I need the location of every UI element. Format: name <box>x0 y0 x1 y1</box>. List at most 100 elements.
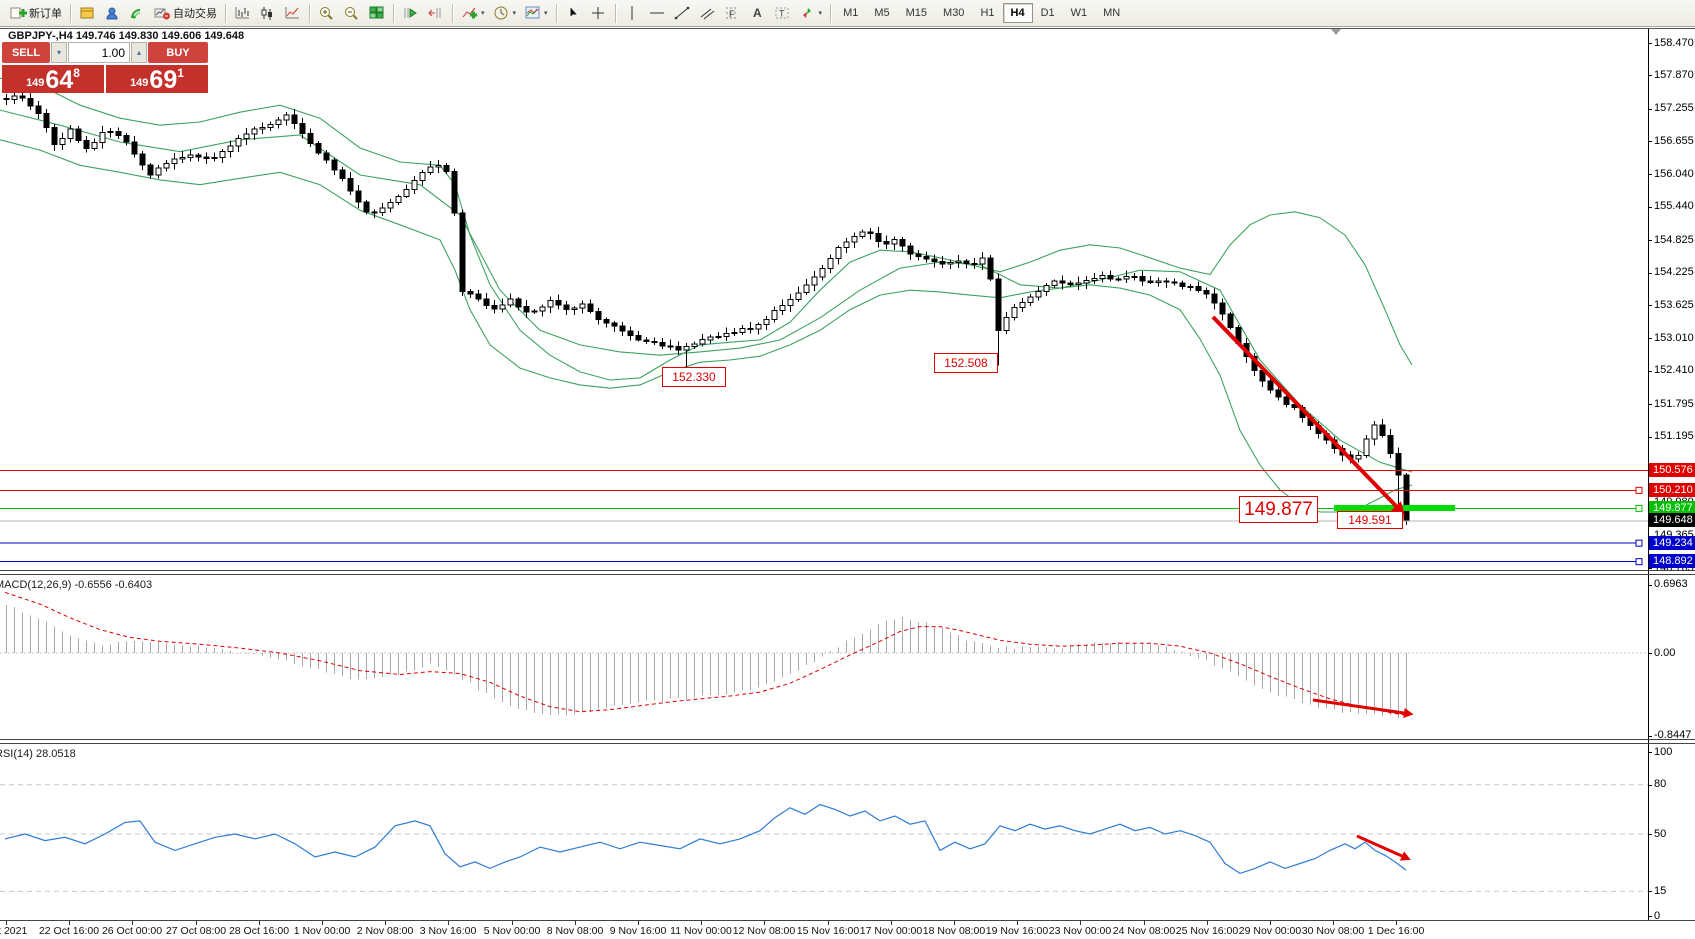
zoom-out-button[interactable] <box>339 1 364 25</box>
line-chart-icon <box>284 5 301 21</box>
bollinger-upper-band[interactable] <box>0 77 1413 381</box>
timeframe-h4-button[interactable]: H4 <box>1002 3 1033 23</box>
date-tick <box>891 921 892 925</box>
price-annotation-box[interactable]: 149.591 <box>1337 511 1403 529</box>
price-line-badge[interactable]: 149.648 <box>1649 513 1695 527</box>
candle-body <box>427 166 434 173</box>
price-line-badge[interactable]: 150.210 <box>1649 483 1695 497</box>
bollinger-lower-band[interactable] <box>0 139 1413 513</box>
candlestick-chart-button[interactable] <box>255 1 280 25</box>
timeframe-h1-button[interactable]: H1 <box>980 7 995 19</box>
crosshair-button[interactable] <box>586 1 611 25</box>
auto-trading-button[interactable]: 自动交易 <box>150 1 221 25</box>
equidistant-channel-button[interactable] <box>695 1 720 25</box>
buy-button[interactable]: BUY <box>148 42 208 63</box>
chart-shift-button[interactable] <box>423 1 448 25</box>
main-chart-canvas[interactable] <box>0 28 1649 570</box>
candle-body <box>1395 453 1402 476</box>
auto-trading-button-label: 自动交易 <box>173 8 217 20</box>
line-handle[interactable] <box>1635 486 1643 494</box>
candle-body <box>1147 280 1154 283</box>
timeframe-d1-button[interactable]: D1 <box>1040 7 1055 19</box>
candle-body <box>883 241 890 245</box>
tile-windows-button[interactable] <box>364 1 389 25</box>
signals-button[interactable] <box>125 1 150 25</box>
timeframe-mn-button[interactable]: MN <box>1103 7 1121 19</box>
cursor-button[interactable] <box>561 1 586 25</box>
candle-body <box>115 131 122 136</box>
line-chart-button[interactable] <box>280 1 305 25</box>
text-button[interactable]: A <box>745 1 770 25</box>
candle-body <box>731 331 738 334</box>
trendline-button[interactable] <box>670 1 695 25</box>
candle-body <box>1179 282 1186 287</box>
candle-body <box>483 298 490 306</box>
line-handle[interactable] <box>1635 539 1643 547</box>
candle-body <box>867 231 874 235</box>
indicators-button[interactable]: ▾ <box>457 1 489 25</box>
candle-body <box>851 236 858 243</box>
candle-body <box>963 260 970 264</box>
bar-chart-button[interactable] <box>230 1 255 25</box>
candle-body <box>771 310 778 321</box>
navigator-button[interactable] <box>100 1 125 25</box>
templates-icon <box>524 5 541 21</box>
timeframe-m30-button[interactable]: M30 <box>943 7 965 19</box>
price-line-badge[interactable]: 148.892 <box>1649 554 1695 568</box>
vertical-line-button[interactable] <box>620 1 645 25</box>
zoom-out-icon <box>343 5 360 21</box>
periods-icon <box>493 5 510 21</box>
candle-body <box>1059 280 1066 284</box>
candle-body <box>699 339 706 345</box>
line-handle[interactable] <box>1635 504 1643 512</box>
rsi-tick-label: 80 <box>1654 778 1667 790</box>
chart-shift-icon <box>427 5 444 21</box>
annotation-arrow[interactable] <box>1356 834 1403 858</box>
templates-button[interactable]: ▾ <box>520 1 552 25</box>
timeframe-m1-button[interactable]: M1 <box>843 7 859 19</box>
bollinger-middle-band[interactable] <box>0 109 1413 473</box>
annotation-arrowhead <box>1403 707 1414 719</box>
candle-body <box>723 333 730 337</box>
candle-body <box>11 95 18 100</box>
date-tick-label: 28 Oct 16:00 <box>228 925 290 937</box>
price-annotation-box[interactable]: 152.508 <box>934 353 998 373</box>
price-annotation-box[interactable]: 152.330 <box>662 367 726 387</box>
price-annotation-box[interactable]: 149.877 <box>1239 496 1318 523</box>
price-line-badge[interactable]: 150.576 <box>1649 463 1695 477</box>
sell-button[interactable]: SELL <box>2 42 50 63</box>
rsi-panel[interactable] <box>0 745 1649 920</box>
market-watch-icon <box>79 5 96 21</box>
volume-decrease-button[interactable]: ▾ <box>51 42 67 63</box>
zoom-in-button[interactable] <box>314 1 339 25</box>
fibonacci-button[interactable]: F <box>720 1 745 25</box>
candle-body <box>299 122 306 135</box>
volume-input[interactable]: 1.00 <box>68 42 130 63</box>
text-label-button[interactable]: T <box>770 1 795 25</box>
periods-button[interactable]: ▾ <box>489 1 521 25</box>
price-tick <box>1648 338 1652 339</box>
auto-scroll-button[interactable] <box>398 1 423 25</box>
horizontal-line-button[interactable] <box>645 1 670 25</box>
macd-panel[interactable] <box>0 576 1649 738</box>
price-line-badge[interactable]: 149.234 <box>1649 536 1695 550</box>
arrows-button[interactable]: ▾ <box>795 1 827 25</box>
panel-separator[interactable] <box>0 739 1695 740</box>
bid-price[interactable]: 149 64 8 <box>2 65 104 93</box>
line-handle[interactable] <box>1635 558 1643 566</box>
timeframe-m5-button[interactable]: M5 <box>874 7 890 19</box>
date-tick-label: 15 Nov 16:00 <box>796 925 860 937</box>
date-tick <box>132 921 133 925</box>
volume-increase-button[interactable]: ▴ <box>131 42 147 63</box>
timeframe-m15-button[interactable]: M15 <box>905 7 928 19</box>
annotation-arrow[interactable] <box>1211 315 1398 508</box>
ask-price[interactable]: 149 69 1 <box>106 65 208 93</box>
timeframe-w1-button[interactable]: W1 <box>1070 7 1088 19</box>
price-line-badge[interactable]: 149.877 <box>1649 501 1695 515</box>
market-watch-button[interactable] <box>75 1 100 25</box>
new-order-button[interactable]: 新订单 <box>6 1 66 25</box>
price-tick <box>1648 43 1652 44</box>
candle-body <box>1131 276 1138 278</box>
panel-separator[interactable] <box>0 570 1695 571</box>
annotation-arrow[interactable] <box>1312 698 1405 715</box>
